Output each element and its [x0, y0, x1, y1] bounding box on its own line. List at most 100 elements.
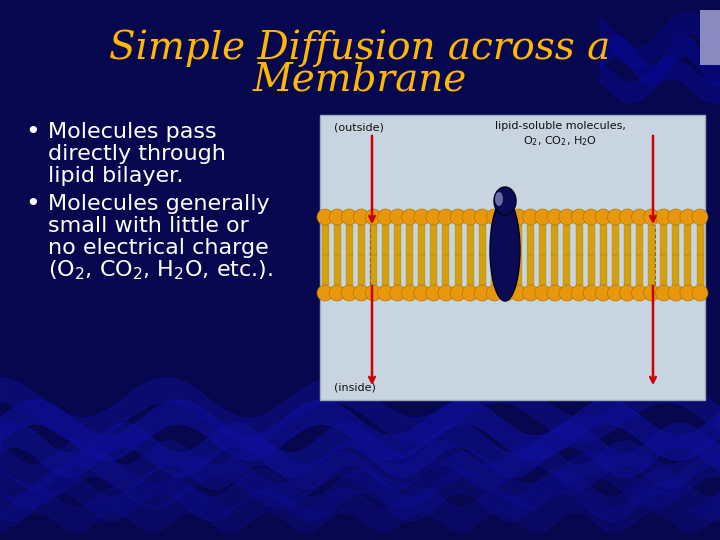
- Circle shape: [474, 285, 490, 301]
- Bar: [358, 225, 365, 255]
- Bar: [648, 225, 655, 255]
- Circle shape: [631, 209, 647, 225]
- Bar: [418, 255, 426, 285]
- Bar: [575, 225, 582, 255]
- Circle shape: [317, 285, 333, 301]
- Bar: [515, 255, 522, 285]
- Bar: [443, 225, 449, 255]
- Circle shape: [498, 209, 515, 225]
- Bar: [539, 225, 546, 255]
- Bar: [333, 225, 341, 255]
- Bar: [382, 225, 389, 255]
- Bar: [515, 225, 522, 255]
- Bar: [588, 225, 595, 255]
- Bar: [503, 255, 510, 285]
- Circle shape: [438, 209, 454, 225]
- Circle shape: [317, 209, 333, 225]
- Bar: [600, 225, 607, 255]
- Circle shape: [329, 285, 345, 301]
- Bar: [333, 255, 341, 285]
- Text: Molecules pass: Molecules pass: [48, 122, 217, 142]
- Circle shape: [619, 209, 636, 225]
- Bar: [685, 255, 691, 285]
- Circle shape: [571, 285, 587, 301]
- Circle shape: [656, 209, 672, 225]
- Bar: [660, 225, 667, 255]
- Circle shape: [462, 285, 478, 301]
- Circle shape: [510, 209, 526, 225]
- Ellipse shape: [495, 192, 503, 206]
- Circle shape: [354, 209, 369, 225]
- Text: Simple Diffusion across a: Simple Diffusion across a: [109, 29, 611, 67]
- Circle shape: [438, 285, 454, 301]
- Circle shape: [377, 285, 394, 301]
- Circle shape: [668, 285, 684, 301]
- Bar: [672, 255, 679, 285]
- Bar: [370, 255, 377, 285]
- Circle shape: [631, 285, 647, 301]
- Ellipse shape: [490, 199, 520, 301]
- Circle shape: [546, 285, 563, 301]
- Circle shape: [510, 285, 526, 301]
- Circle shape: [571, 209, 587, 225]
- Bar: [382, 255, 389, 285]
- Text: (outside): (outside): [334, 123, 384, 133]
- Circle shape: [486, 285, 503, 301]
- Circle shape: [523, 285, 539, 301]
- Bar: [564, 255, 570, 285]
- Bar: [527, 255, 534, 285]
- Circle shape: [668, 209, 684, 225]
- Bar: [700, 10, 720, 65]
- Bar: [454, 255, 462, 285]
- Bar: [636, 255, 643, 285]
- Text: O$_2$, CO$_2$, H$_2$O: O$_2$, CO$_2$, H$_2$O: [523, 134, 597, 148]
- Circle shape: [535, 285, 551, 301]
- Circle shape: [486, 209, 503, 225]
- Circle shape: [583, 209, 599, 225]
- Bar: [564, 225, 570, 255]
- Bar: [552, 225, 558, 255]
- Bar: [588, 255, 595, 285]
- Bar: [479, 255, 486, 285]
- Bar: [636, 225, 643, 255]
- Circle shape: [680, 285, 696, 301]
- Bar: [479, 225, 486, 255]
- Circle shape: [426, 285, 442, 301]
- Circle shape: [595, 285, 611, 301]
- Bar: [346, 255, 353, 285]
- Text: (inside): (inside): [334, 382, 376, 392]
- Circle shape: [365, 209, 382, 225]
- Circle shape: [656, 285, 672, 301]
- Bar: [624, 225, 631, 255]
- Circle shape: [608, 285, 624, 301]
- Circle shape: [619, 285, 636, 301]
- Text: no electrical charge: no electrical charge: [48, 238, 269, 258]
- Bar: [696, 225, 703, 255]
- Bar: [648, 255, 655, 285]
- Circle shape: [354, 285, 369, 301]
- Bar: [406, 255, 413, 285]
- Circle shape: [546, 209, 563, 225]
- Circle shape: [583, 285, 599, 301]
- Circle shape: [402, 285, 418, 301]
- Bar: [431, 255, 437, 285]
- Circle shape: [523, 209, 539, 225]
- Circle shape: [365, 285, 382, 301]
- Bar: [600, 255, 607, 285]
- Bar: [575, 255, 582, 285]
- Text: Molecules generally: Molecules generally: [48, 194, 269, 214]
- Bar: [394, 255, 401, 285]
- Bar: [394, 225, 401, 255]
- Text: small with little or: small with little or: [48, 216, 249, 236]
- Circle shape: [474, 209, 490, 225]
- Circle shape: [644, 209, 660, 225]
- Circle shape: [329, 209, 345, 225]
- Bar: [358, 255, 365, 285]
- Text: •: •: [25, 192, 40, 216]
- Circle shape: [644, 285, 660, 301]
- Circle shape: [414, 209, 430, 225]
- Circle shape: [680, 209, 696, 225]
- Bar: [443, 255, 449, 285]
- Circle shape: [692, 285, 708, 301]
- Circle shape: [559, 285, 575, 301]
